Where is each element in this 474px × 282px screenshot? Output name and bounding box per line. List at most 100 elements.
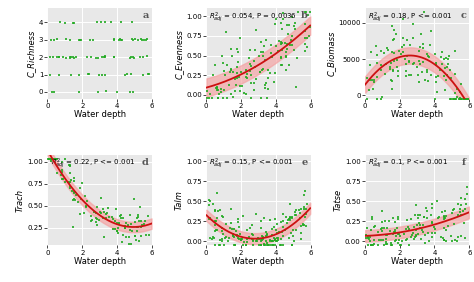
Point — [289, 34, 296, 38]
Point — [447, 234, 455, 238]
Point — [91, 210, 98, 214]
Point — [405, 242, 412, 247]
Point — [131, 219, 139, 224]
Point — [269, 242, 276, 247]
Point — [276, 242, 283, 247]
Point — [67, 55, 75, 59]
Point — [54, 37, 61, 41]
Point — [105, 215, 113, 219]
Point — [282, 215, 290, 219]
Point — [265, 242, 273, 247]
Point — [301, 204, 308, 209]
Point — [428, 206, 435, 211]
Y-axis label: Talm: Talm — [174, 190, 183, 210]
Point — [247, 63, 255, 68]
Point — [235, 236, 242, 241]
Point — [440, 214, 448, 219]
Point — [279, 212, 287, 216]
Point — [441, 74, 448, 78]
Point — [301, 215, 309, 219]
Point — [215, 96, 222, 100]
Point — [268, 233, 276, 237]
Point — [237, 238, 245, 243]
Point — [400, 36, 407, 40]
Text: a: a — [142, 11, 149, 20]
Point — [277, 41, 284, 46]
Point — [465, 96, 472, 101]
Point — [440, 238, 448, 242]
Point — [278, 27, 285, 31]
Point — [72, 198, 79, 202]
Point — [419, 230, 427, 235]
Point — [291, 213, 299, 217]
Point — [257, 40, 265, 44]
Point — [263, 241, 271, 246]
Point — [253, 77, 260, 81]
Point — [110, 37, 118, 41]
Point — [71, 55, 78, 60]
Point — [370, 78, 377, 82]
Point — [275, 230, 283, 235]
Point — [432, 231, 439, 236]
Point — [398, 52, 405, 56]
Point — [92, 220, 100, 224]
Point — [378, 229, 386, 234]
Point — [301, 189, 308, 193]
Point — [398, 238, 405, 243]
Point — [262, 81, 270, 85]
Point — [205, 96, 212, 100]
Point — [396, 242, 404, 247]
Point — [66, 54, 74, 59]
Point — [209, 96, 216, 100]
Point — [285, 23, 292, 27]
Point — [282, 54, 290, 58]
Point — [246, 48, 254, 52]
Point — [222, 222, 230, 227]
Point — [456, 206, 464, 211]
Point — [256, 69, 264, 74]
Point — [255, 54, 263, 59]
Point — [303, 36, 310, 40]
Point — [70, 196, 78, 201]
Point — [267, 50, 275, 55]
Point — [263, 230, 270, 234]
Point — [272, 70, 279, 75]
Point — [443, 73, 451, 78]
Point — [262, 38, 269, 42]
Point — [122, 221, 130, 225]
Point — [68, 188, 75, 193]
Point — [47, 157, 55, 162]
Point — [259, 238, 266, 242]
Point — [362, 235, 370, 240]
Point — [249, 238, 257, 243]
Point — [225, 235, 232, 240]
Point — [301, 29, 309, 33]
Point — [209, 202, 217, 206]
Point — [463, 96, 470, 101]
Point — [126, 56, 134, 60]
Point — [144, 37, 151, 41]
Point — [133, 229, 140, 233]
Point — [413, 223, 420, 227]
Point — [223, 96, 231, 100]
Point — [253, 236, 261, 241]
X-axis label: Water depth: Water depth — [73, 111, 126, 120]
Point — [76, 38, 84, 42]
Point — [261, 242, 268, 247]
Point — [56, 20, 64, 24]
Point — [286, 215, 294, 219]
Point — [392, 228, 399, 232]
Point — [389, 69, 397, 73]
Point — [101, 72, 109, 77]
Point — [402, 69, 410, 74]
Point — [219, 61, 227, 65]
Point — [218, 54, 226, 58]
Point — [139, 73, 147, 77]
Point — [457, 81, 465, 86]
Point — [243, 240, 250, 244]
Point — [441, 216, 449, 221]
Point — [394, 215, 401, 219]
Point — [70, 21, 77, 25]
Point — [423, 69, 431, 74]
Point — [228, 67, 235, 71]
